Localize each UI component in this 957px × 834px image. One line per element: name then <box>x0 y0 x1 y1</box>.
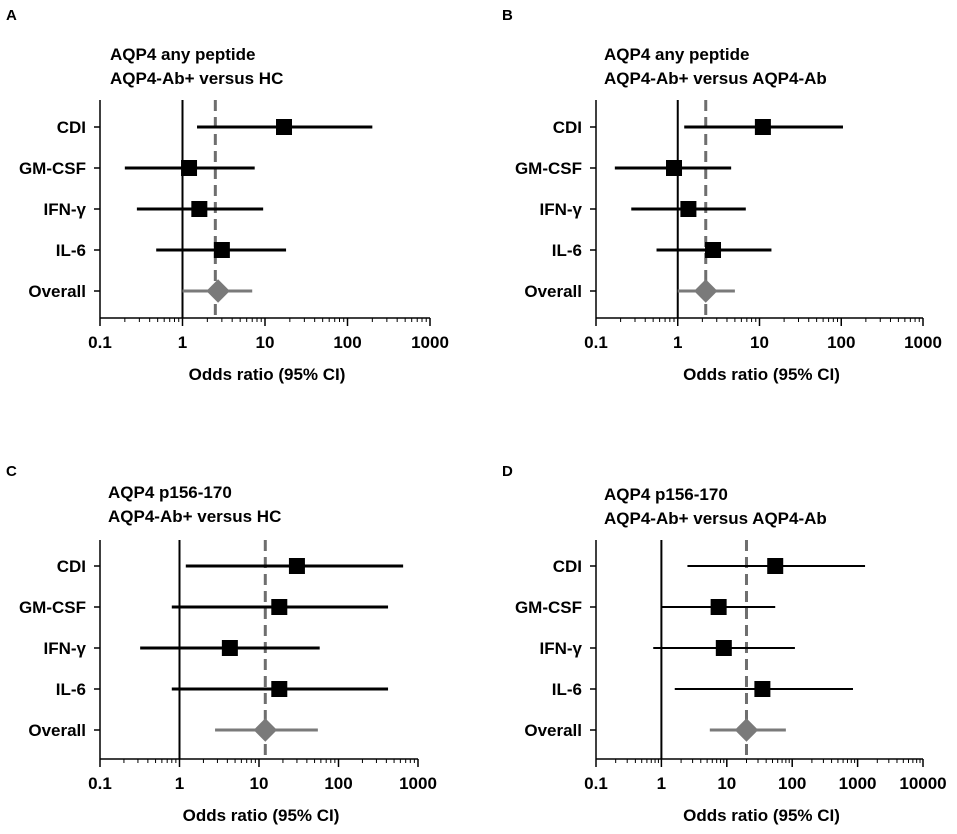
estimate-square <box>213 242 230 258</box>
estimate-square <box>271 599 288 615</box>
panel-letter: D <box>502 463 513 480</box>
panel-letter: B <box>502 7 513 24</box>
panel-a: A AQP4 any peptide AQP4-Ab+ versus HC CDI GM… <box>6 7 449 384</box>
overall-diamond <box>253 718 278 742</box>
category-label: GM-CSF <box>515 159 582 178</box>
panel-letter: A <box>6 7 17 24</box>
x-axis-label: Odds ratio (95% CI) <box>683 365 840 384</box>
estimate-square <box>288 558 305 574</box>
x-tick-label: 1 <box>175 774 184 793</box>
panel-c: C AQP4 p156-170 AQP4-Ab+ versus HC CDI GM-CS… <box>6 463 437 825</box>
x-tick-label: 1000 <box>411 333 449 352</box>
panel-letter: C <box>6 463 17 480</box>
x-tick-label: 1000 <box>904 333 942 352</box>
category-label: CDI <box>553 557 582 576</box>
category-label: IFN-γ <box>44 200 87 219</box>
category-label: IL-6 <box>56 680 86 699</box>
category-label: Overall <box>28 721 86 740</box>
category-label: Overall <box>524 721 582 740</box>
x-tick-label: 0.1 <box>584 333 608 352</box>
overall-diamond <box>734 718 759 742</box>
category-label: CDI <box>57 118 86 137</box>
x-tick-label: 1000 <box>399 774 437 793</box>
estimate-square <box>754 681 771 697</box>
category-label: GM-CSF <box>19 159 86 178</box>
estimate-square <box>767 558 784 574</box>
x-tick-label: 1 <box>178 333 187 352</box>
estimate-square <box>715 640 732 656</box>
x-axis-label: Odds ratio (95% CI) <box>183 806 340 825</box>
estimate-square <box>666 160 683 176</box>
estimate-square <box>276 119 293 135</box>
x-tick-label: 10 <box>250 774 269 793</box>
category-label: Overall <box>28 282 86 301</box>
x-tick-label: 100 <box>778 774 806 793</box>
panel-title-line: AQP4 any peptide <box>110 45 255 64</box>
category-label: IFN-γ <box>540 639 583 658</box>
estimate-square <box>705 242 722 258</box>
panel-title-line: AQP4-Ab+ versus HC <box>110 69 283 88</box>
x-tick-label: 10 <box>750 333 769 352</box>
category-label: IFN-γ <box>540 200 583 219</box>
panel-title-line: AQP4 p156-170 <box>604 485 728 504</box>
x-tick-label: 10000 <box>899 774 946 793</box>
x-tick-label: 1 <box>673 333 682 352</box>
category-label: CDI <box>553 118 582 137</box>
panel-title-line: AQP4-Ab+ versus AQP4-Ab <box>604 69 827 88</box>
category-label: IL-6 <box>552 680 582 699</box>
category-label: IL-6 <box>56 241 86 260</box>
panel-title-line: AQP4-Ab+ versus AQP4-Ab <box>604 509 827 528</box>
x-tick-label: 0.1 <box>88 333 112 352</box>
x-tick-label: 1000 <box>839 774 877 793</box>
x-axis-label: Odds ratio (95% CI) <box>683 806 840 825</box>
overall-diamond <box>206 279 230 303</box>
category-label: IFN-γ <box>44 639 87 658</box>
estimate-square <box>680 201 697 217</box>
panel-b: B AQP4 any peptide AQP4-Ab+ versus AQP4-Ab… <box>502 7 942 384</box>
x-tick-label: 0.1 <box>584 774 608 793</box>
estimate-square <box>710 599 727 615</box>
overall-diamond <box>694 279 718 303</box>
x-tick-label: 0.1 <box>88 774 112 793</box>
estimate-square <box>754 119 771 135</box>
category-label: CDI <box>57 557 86 576</box>
panel-title-line: AQP4 any peptide <box>604 45 749 64</box>
panel-d: D AQP4 p156-170 AQP4-Ab+ versus AQP4-Ab CDI… <box>502 463 947 825</box>
category-label: IL-6 <box>552 241 582 260</box>
estimate-square <box>221 640 238 656</box>
estimate-square <box>191 201 208 217</box>
x-tick-label: 100 <box>333 333 361 352</box>
estimate-square <box>271 681 288 697</box>
category-label: GM-CSF <box>515 598 582 617</box>
x-axis-label: Odds ratio (95% CI) <box>189 365 346 384</box>
panel-title-line: AQP4 p156-170 <box>108 483 232 502</box>
x-tick-label: 1 <box>657 774 666 793</box>
panel-title-line: AQP4-Ab+ versus HC <box>108 507 281 526</box>
category-label: GM-CSF <box>19 598 86 617</box>
x-tick-label: 10 <box>256 333 275 352</box>
estimate-square <box>181 160 198 176</box>
x-tick-label: 10 <box>717 774 736 793</box>
x-tick-label: 100 <box>324 774 352 793</box>
x-tick-label: 100 <box>827 333 855 352</box>
category-label: Overall <box>524 282 582 301</box>
